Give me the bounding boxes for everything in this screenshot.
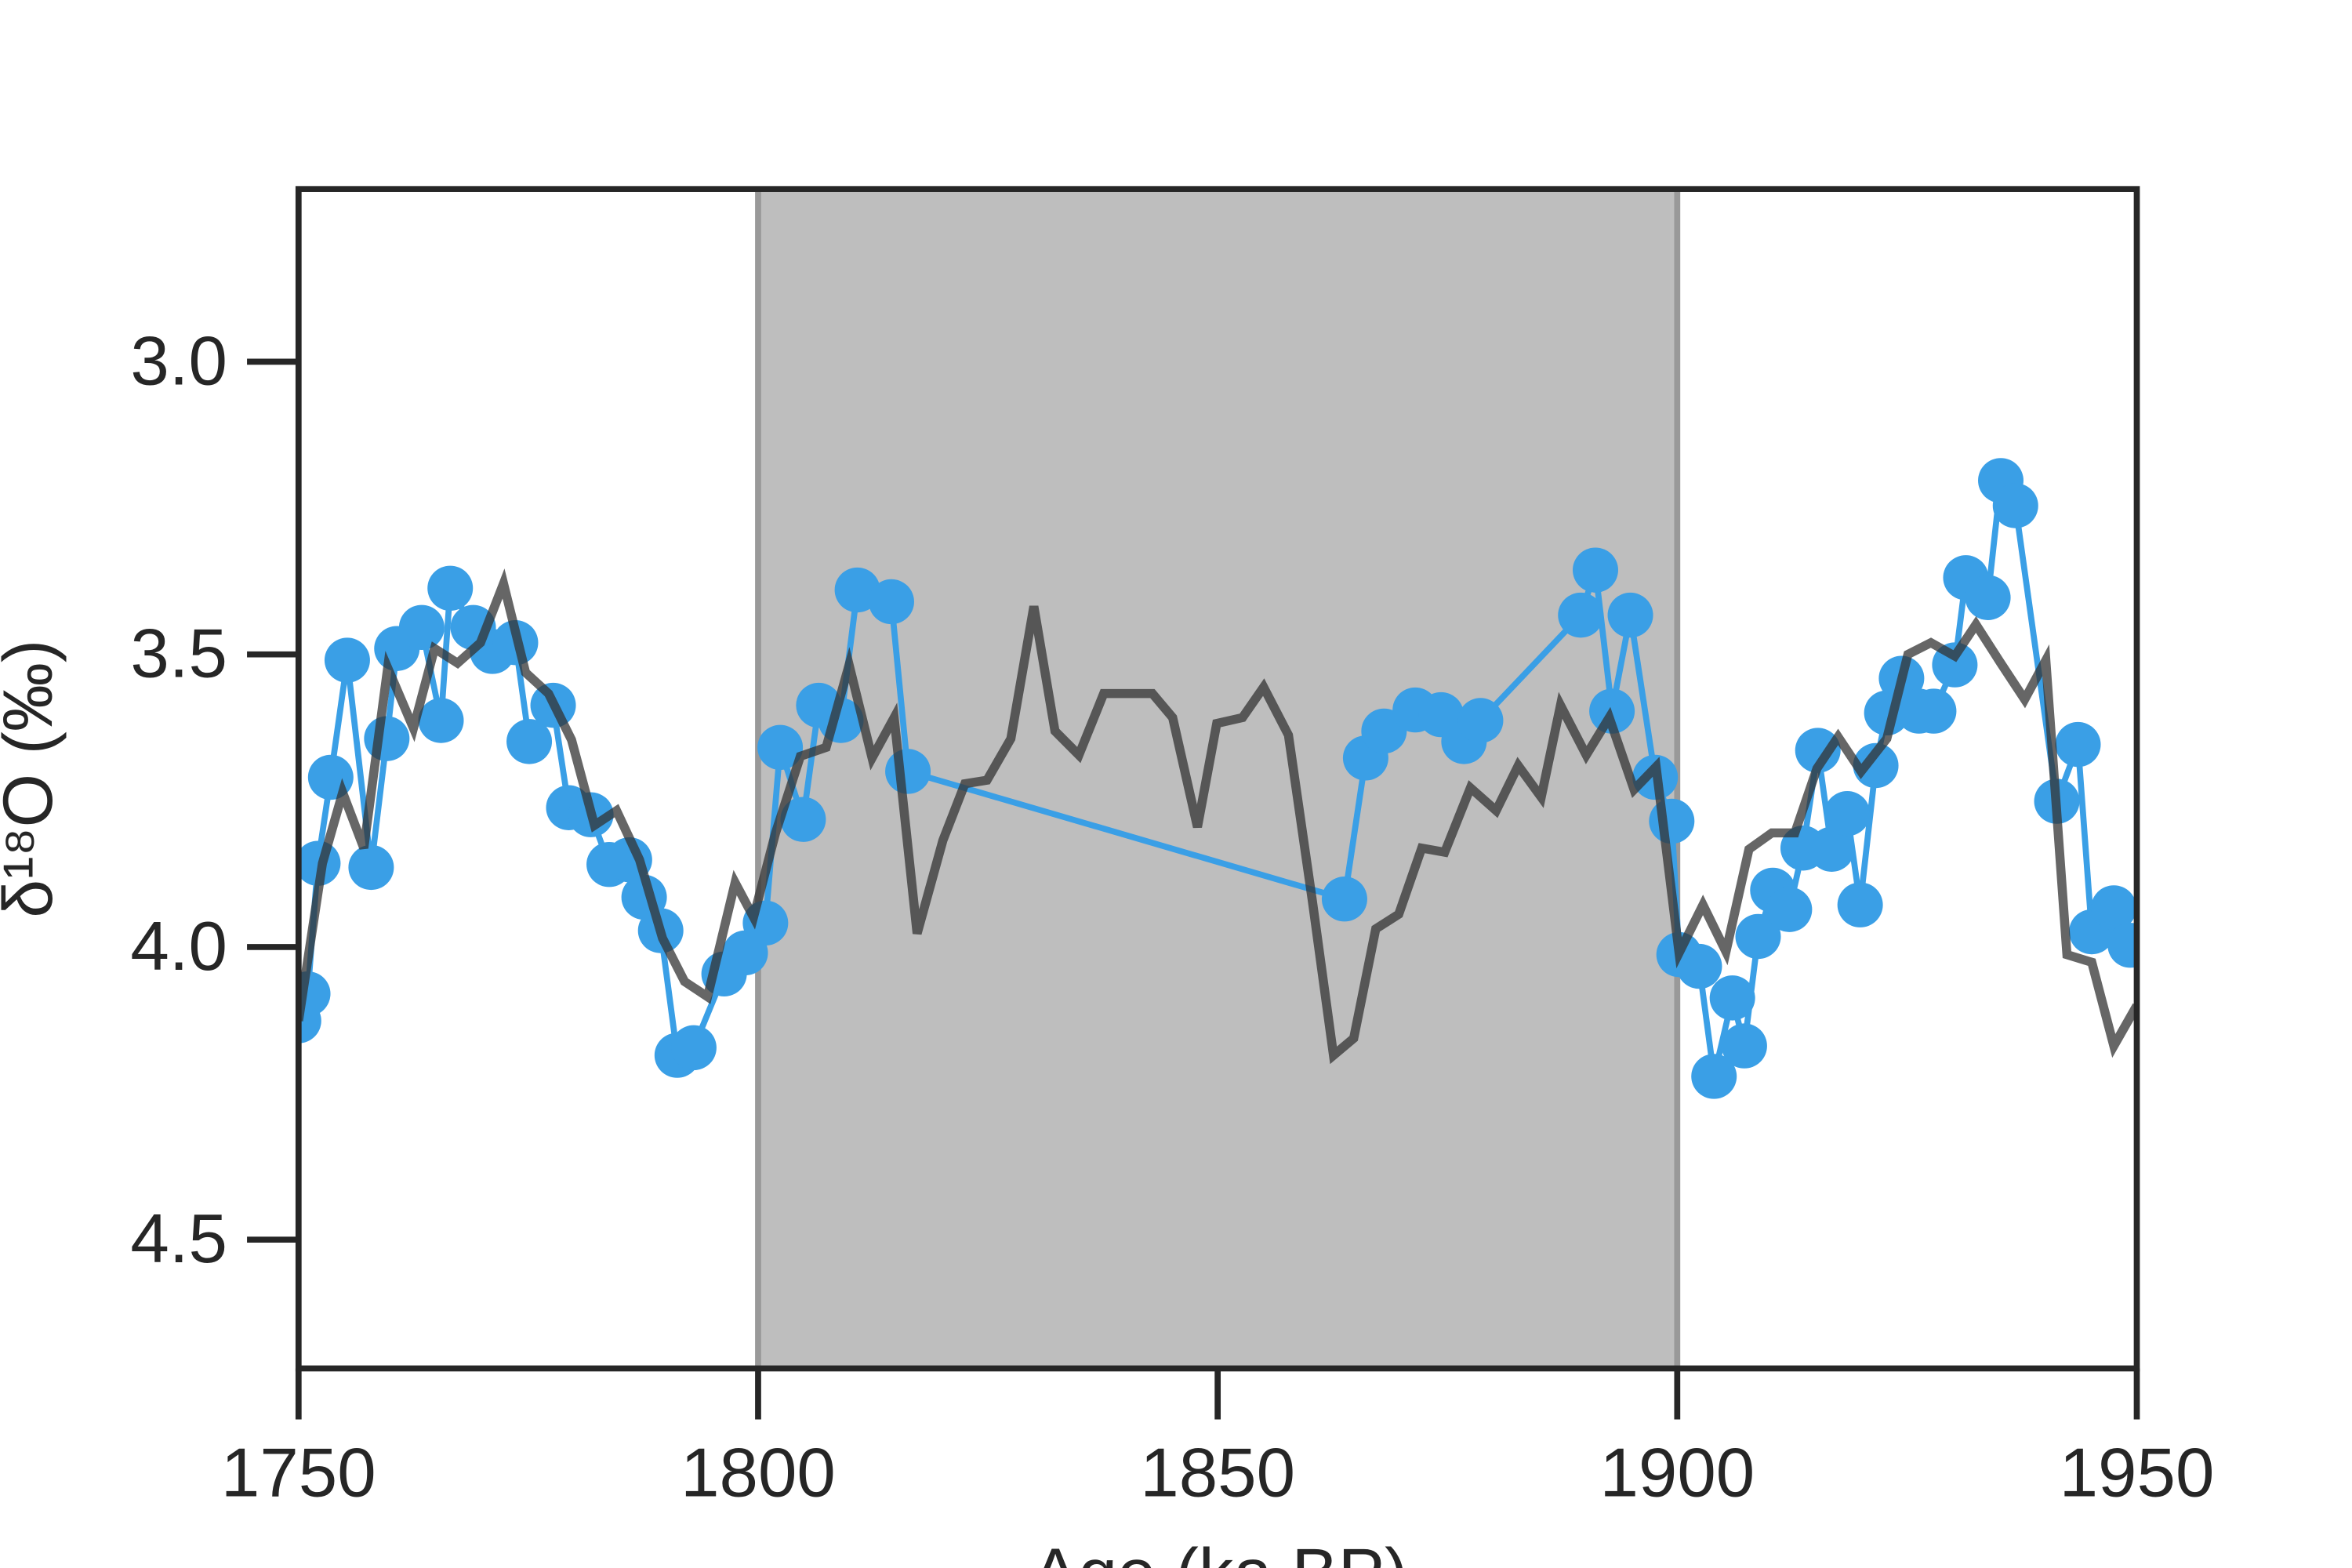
data-point [1457, 698, 1504, 743]
x-tick-label: 1850 [1140, 1434, 1295, 1512]
data-point [1837, 882, 1883, 927]
x-tick-label: 1800 [681, 1434, 836, 1512]
x-tick-label: 1900 [1599, 1434, 1755, 1512]
data-point [348, 844, 394, 891]
data-point [1649, 798, 1695, 844]
data-point [1321, 877, 1367, 922]
data-point [670, 1025, 717, 1071]
data-point [1824, 791, 1871, 837]
data-point [868, 579, 914, 625]
data-point [324, 637, 370, 683]
data-point [780, 797, 826, 842]
data-point [1573, 547, 1618, 593]
data-point [398, 604, 445, 651]
data-point [1709, 975, 1755, 1021]
data-point [2107, 922, 2137, 968]
y-axis-label: δ¹⁸O (‰) [0, 640, 67, 918]
data-point [1676, 943, 1722, 989]
data-point [1795, 728, 1841, 773]
x-tick-label: 1750 [221, 1434, 376, 1512]
y-tick-label: 3.0 [130, 322, 227, 400]
data-point [1992, 483, 2038, 528]
data-point [2055, 721, 2101, 768]
y-tick-label: 4.0 [130, 907, 227, 985]
data-point [2091, 885, 2137, 931]
data-point [1691, 1054, 1737, 1099]
data-point [1589, 688, 1635, 734]
data-point [1607, 592, 1653, 638]
y-tick-label: 4.5 [130, 1200, 227, 1278]
x-axis-label: Age (ka BP) [1032, 1534, 1407, 1568]
data-point [506, 719, 553, 764]
data-point [885, 749, 931, 794]
plot-area [298, 189, 2137, 1369]
data-point [1558, 592, 1604, 638]
data-point [1911, 688, 1957, 734]
data-point [1721, 1023, 1767, 1069]
series-line [298, 568, 2137, 1065]
data-point [1809, 826, 1855, 872]
data-point [757, 724, 804, 771]
data-point [418, 698, 464, 743]
y-tick-label: 3.5 [130, 615, 227, 692]
data-point [427, 565, 474, 612]
data-point [1853, 742, 1899, 789]
data-point [364, 716, 410, 761]
data-point [1766, 887, 1813, 932]
data-point [1735, 913, 1781, 960]
x-tick-label: 1950 [2060, 1434, 2215, 1512]
data-point [1965, 575, 2011, 620]
